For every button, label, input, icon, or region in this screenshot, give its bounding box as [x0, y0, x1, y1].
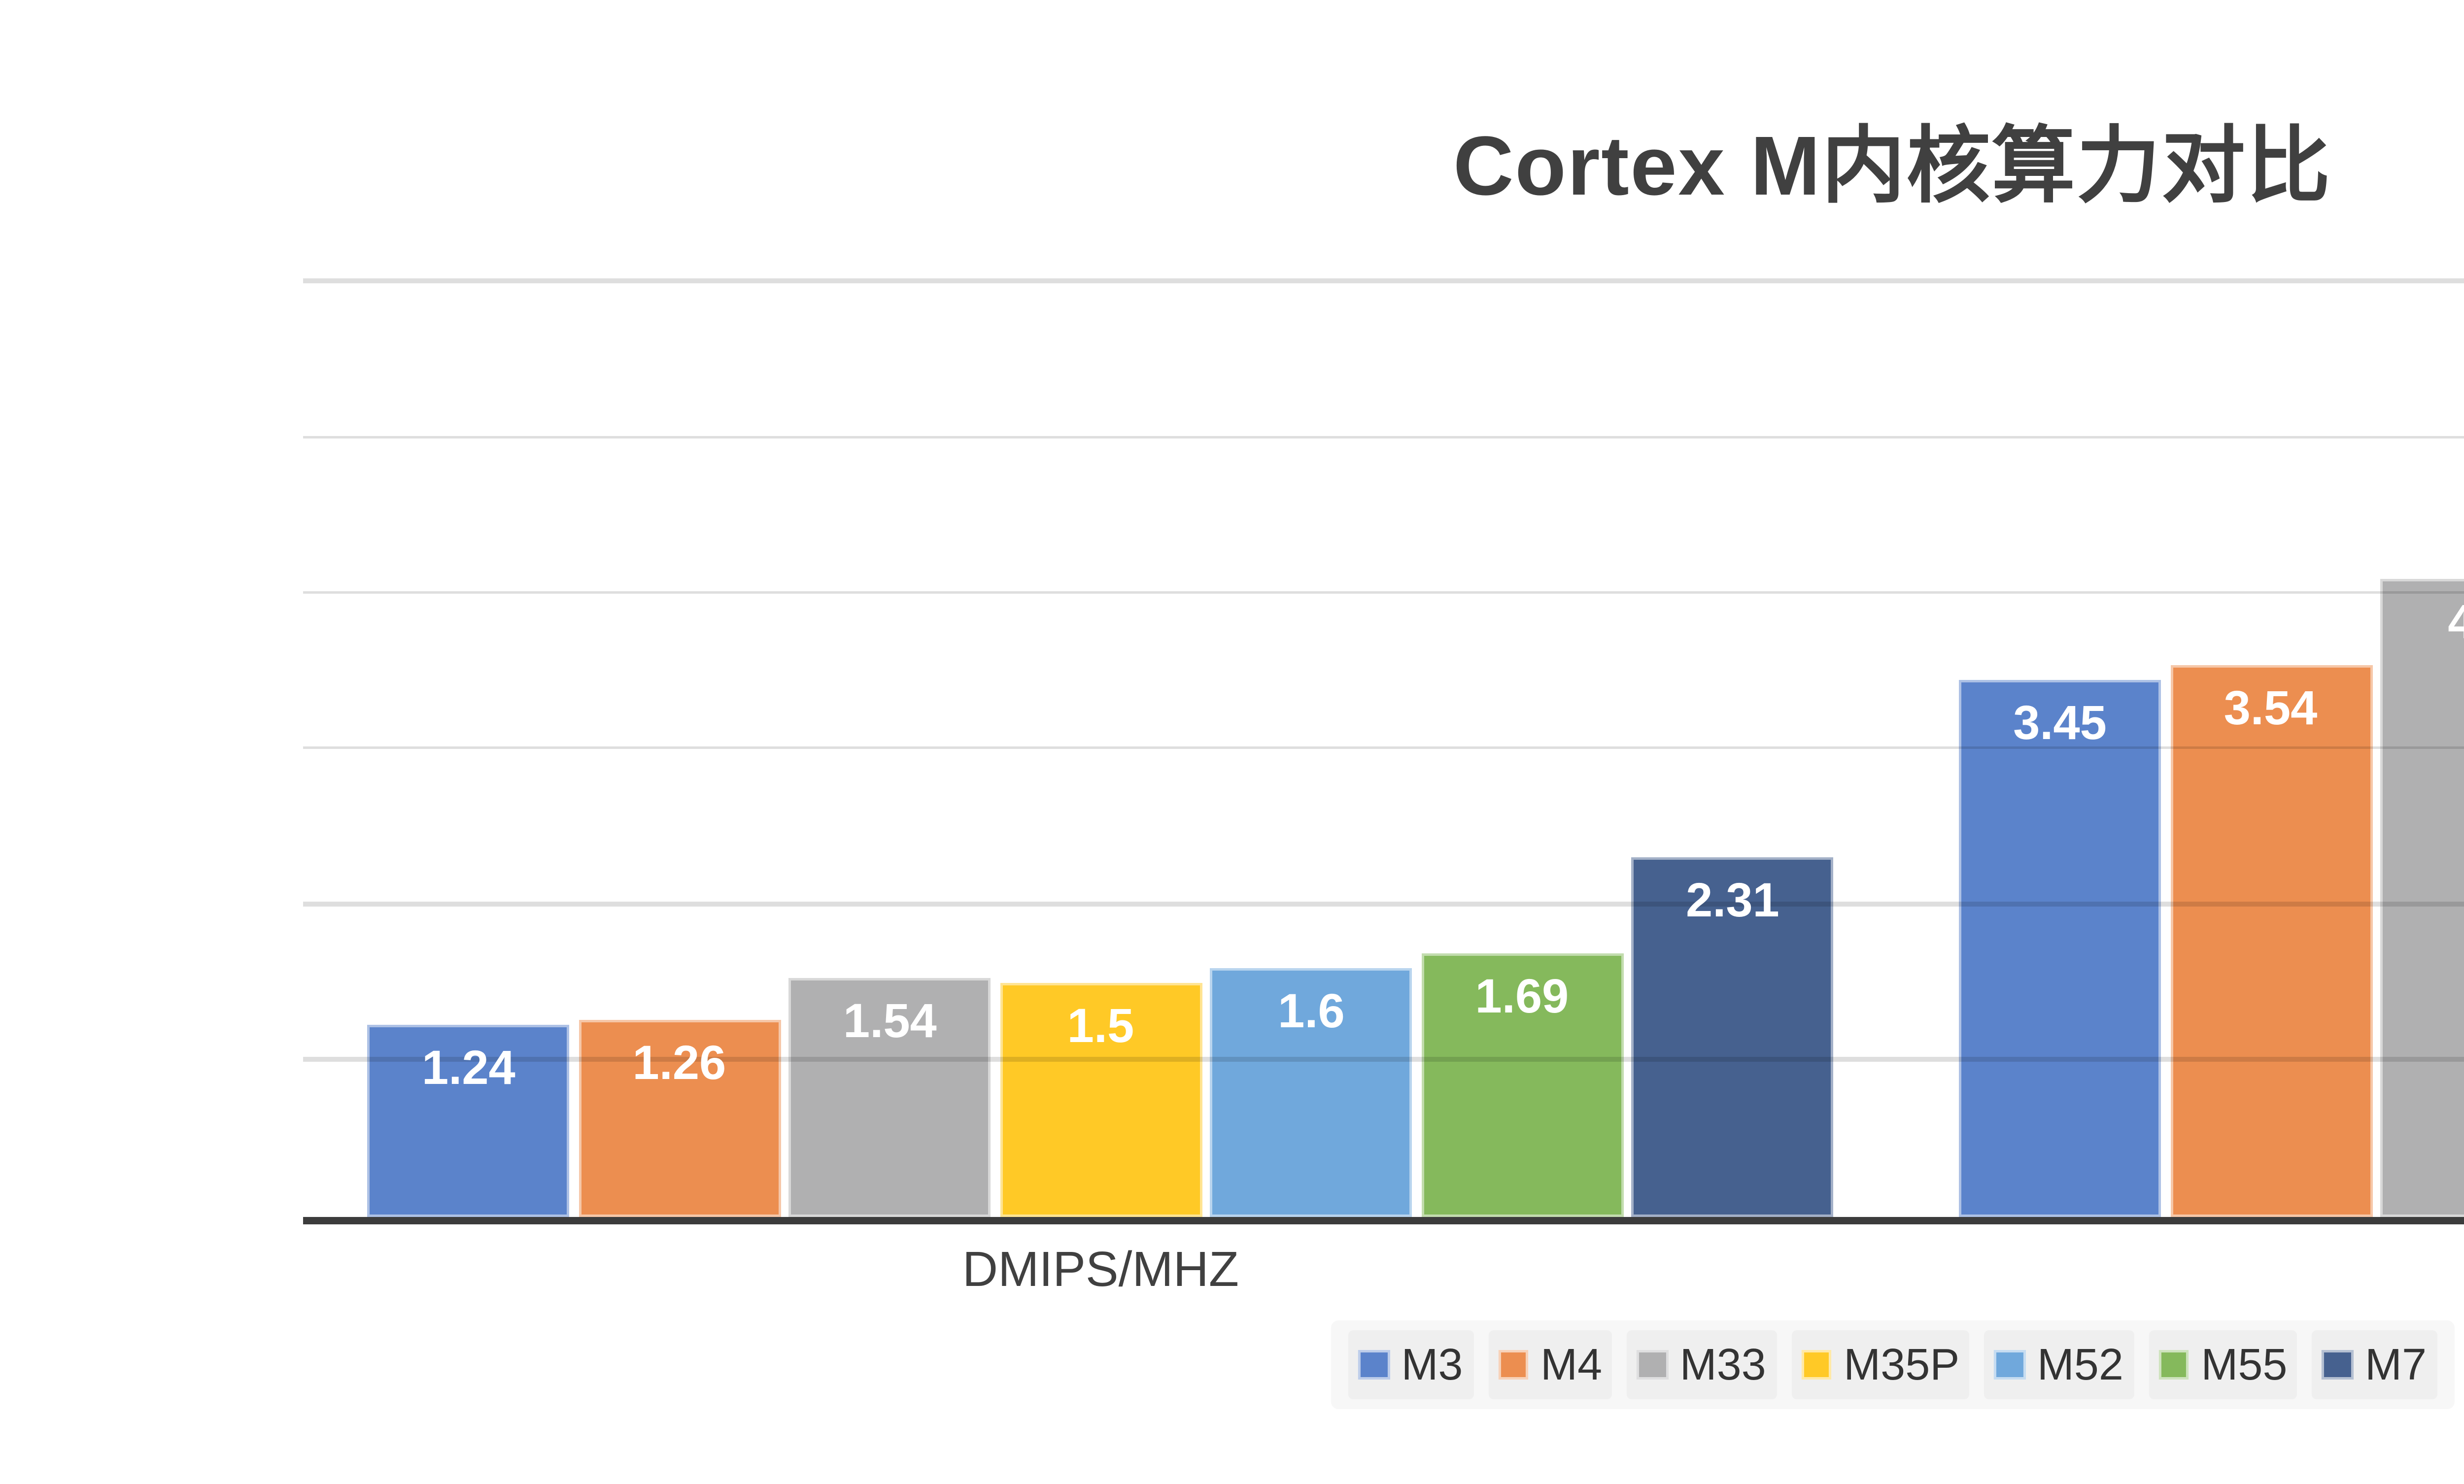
bar-value-label: 1.5 [1067, 1000, 1134, 1055]
chart-title: Cortex M内核算力对比 [1453, 121, 2332, 214]
legend-swatch-m55 [2157, 1349, 2189, 1381]
legend-item-m3[interactable]: M3 [1348, 1330, 1473, 1399]
legend-label-m33: M33 [1679, 1340, 1766, 1389]
legend-item-m7[interactable]: M7 [2312, 1330, 2437, 1399]
legend-swatch-m7 [2322, 1349, 2353, 1381]
bar-value-label: 3.54 [2224, 683, 2318, 738]
legend-label-m3: M3 [1401, 1340, 1463, 1389]
legend: M3 M4 M33 M35P M52 M55 M7 [1331, 1320, 2454, 1409]
bar-M35P-dmips-mhz [999, 983, 1202, 1217]
legend-label-m4: M4 [1540, 1340, 1603, 1389]
bar-value-label: 1.24 [422, 1041, 515, 1096]
bar-M7-dmips-mhz [1631, 857, 1834, 1217]
legend-item-m35p[interactable]: M35P [1790, 1330, 1970, 1399]
legend-item-m55[interactable]: M55 [2148, 1330, 2297, 1399]
bar-M33-dmips-mhz [788, 977, 991, 1217]
bar-value-label: 1.69 [1475, 971, 1569, 1025]
bar-M4-dmips-mhz [578, 1020, 781, 1217]
bar-value-label: 2.31 [1686, 875, 1780, 929]
plot-area: 1.241.261.541.51.61.692.313.453.544.14.1… [303, 0, 2464, 1484]
bar-M3-dmips-mhz [367, 1024, 570, 1217]
bar-M52-dmips-mhz [1210, 968, 1412, 1217]
category-label-dmips-mhz: DMIPS/MHZ [962, 1244, 1239, 1298]
legend-label-m52: M52 [2037, 1340, 2123, 1389]
legend-label-m55: M55 [2201, 1340, 2288, 1389]
legend-item-m4[interactable]: M4 [1487, 1330, 1612, 1399]
gridline [303, 279, 2464, 283]
gridline [303, 902, 2464, 906]
legend-swatch-m52 [1994, 1349, 2025, 1381]
legend-label-m7: M7 [2364, 1340, 2427, 1389]
bar-value-label: 1.26 [632, 1038, 726, 1092]
gridline [303, 435, 2464, 438]
bar-M4-coremark-mhz [2169, 666, 2372, 1217]
bar-value-label: 3.45 [2013, 697, 2107, 751]
bar-value-label: 1.6 [1278, 985, 1345, 1040]
legend-swatch-m33 [1637, 1349, 1668, 1381]
bar-M3-coremark-mhz [1959, 679, 2161, 1217]
legend-item-m52[interactable]: M52 [1984, 1330, 2133, 1399]
legend-swatch-m35p [1800, 1349, 1832, 1381]
legend-swatch-m4 [1497, 1349, 1529, 1381]
category-label-coremark-mhz: COREMARK/MHZ [2298, 1242, 2464, 1301]
legend-item-m33[interactable]: M33 [1627, 1330, 1776, 1399]
legend-label-m35p: M35P [1844, 1340, 1960, 1389]
x-axis-line [303, 1217, 2464, 1223]
gridline [303, 590, 2464, 594]
bar-M33-coremark-mhz [2380, 578, 2464, 1217]
legend-swatch-m3 [1358, 1349, 1389, 1381]
gridline [303, 1057, 2464, 1061]
bar-value-label: 4.1 [2380, 596, 2464, 652]
gridline [303, 746, 2464, 750]
bar-M55-dmips-mhz [1421, 953, 1623, 1217]
bar-value-label: 1.54 [843, 994, 937, 1049]
